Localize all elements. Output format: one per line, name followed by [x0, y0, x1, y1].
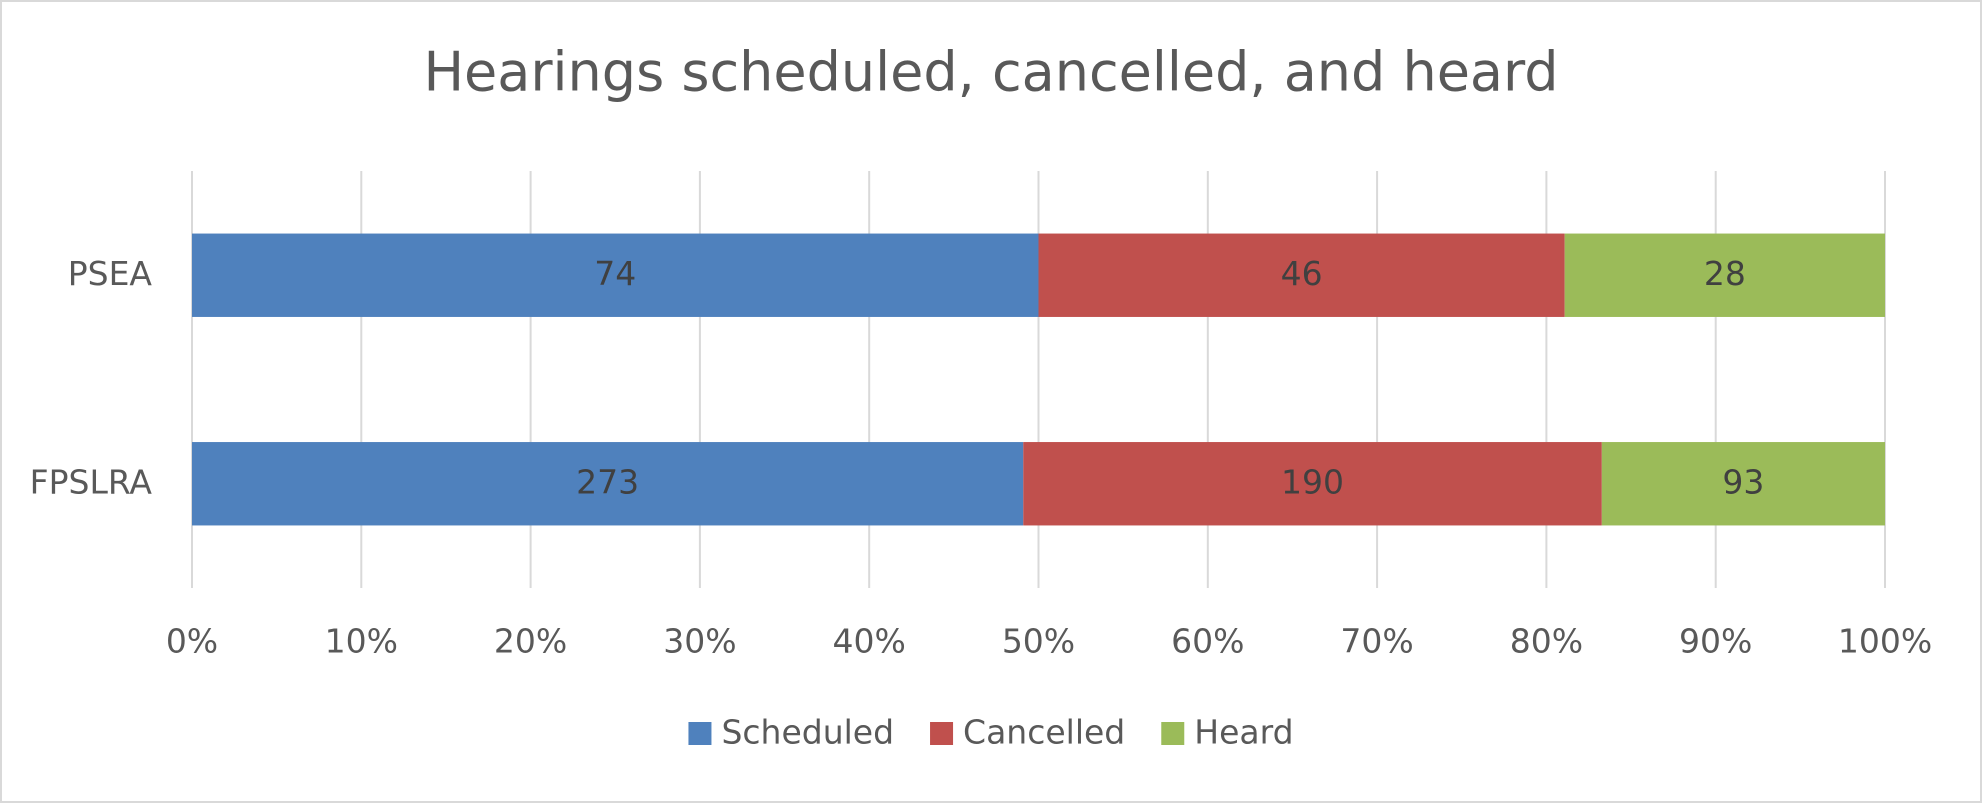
bar-segment [1564, 233, 1885, 317]
x-tick-label: 80% [1510, 622, 1583, 661]
bar-segment [1038, 233, 1565, 317]
x-tick-label: 50% [1002, 622, 1075, 661]
chart-title: Hearings scheduled, cancelled, and heard [423, 41, 1558, 104]
data-label: 190 [1281, 462, 1344, 501]
x-tick-label: 40% [833, 622, 906, 661]
x-tick-label: 20% [494, 622, 567, 661]
bar-segment [192, 233, 1039, 317]
bar-segment [1601, 442, 1885, 526]
legend-label: Scheduled [721, 713, 894, 752]
data-label: 93 [1722, 462, 1764, 501]
legend-label: Cancelled [963, 713, 1125, 752]
x-tick-label: 70% [1340, 622, 1413, 661]
x-tick-label: 30% [663, 622, 736, 661]
y-tick-label: PSEA [68, 254, 153, 293]
data-label: 46 [1281, 254, 1323, 293]
bar-segment [1023, 442, 1602, 526]
legend-label: Heard [1194, 713, 1293, 752]
data-label: 273 [576, 462, 639, 501]
legend-swatch [688, 722, 712, 745]
y-tick-label: FPSLRA [30, 462, 153, 501]
data-label: 28 [1704, 254, 1746, 293]
data-label: 74 [594, 254, 636, 293]
legend-swatch [930, 722, 954, 745]
x-tick-label: 100% [1838, 622, 1932, 661]
x-tick-label: 90% [1679, 622, 1752, 661]
x-tick-label: 60% [1171, 622, 1244, 661]
x-tick-label: 0% [166, 622, 218, 661]
bar-segment [192, 442, 1024, 526]
legend-swatch [1161, 722, 1185, 745]
x-tick-label: 10% [325, 622, 398, 661]
